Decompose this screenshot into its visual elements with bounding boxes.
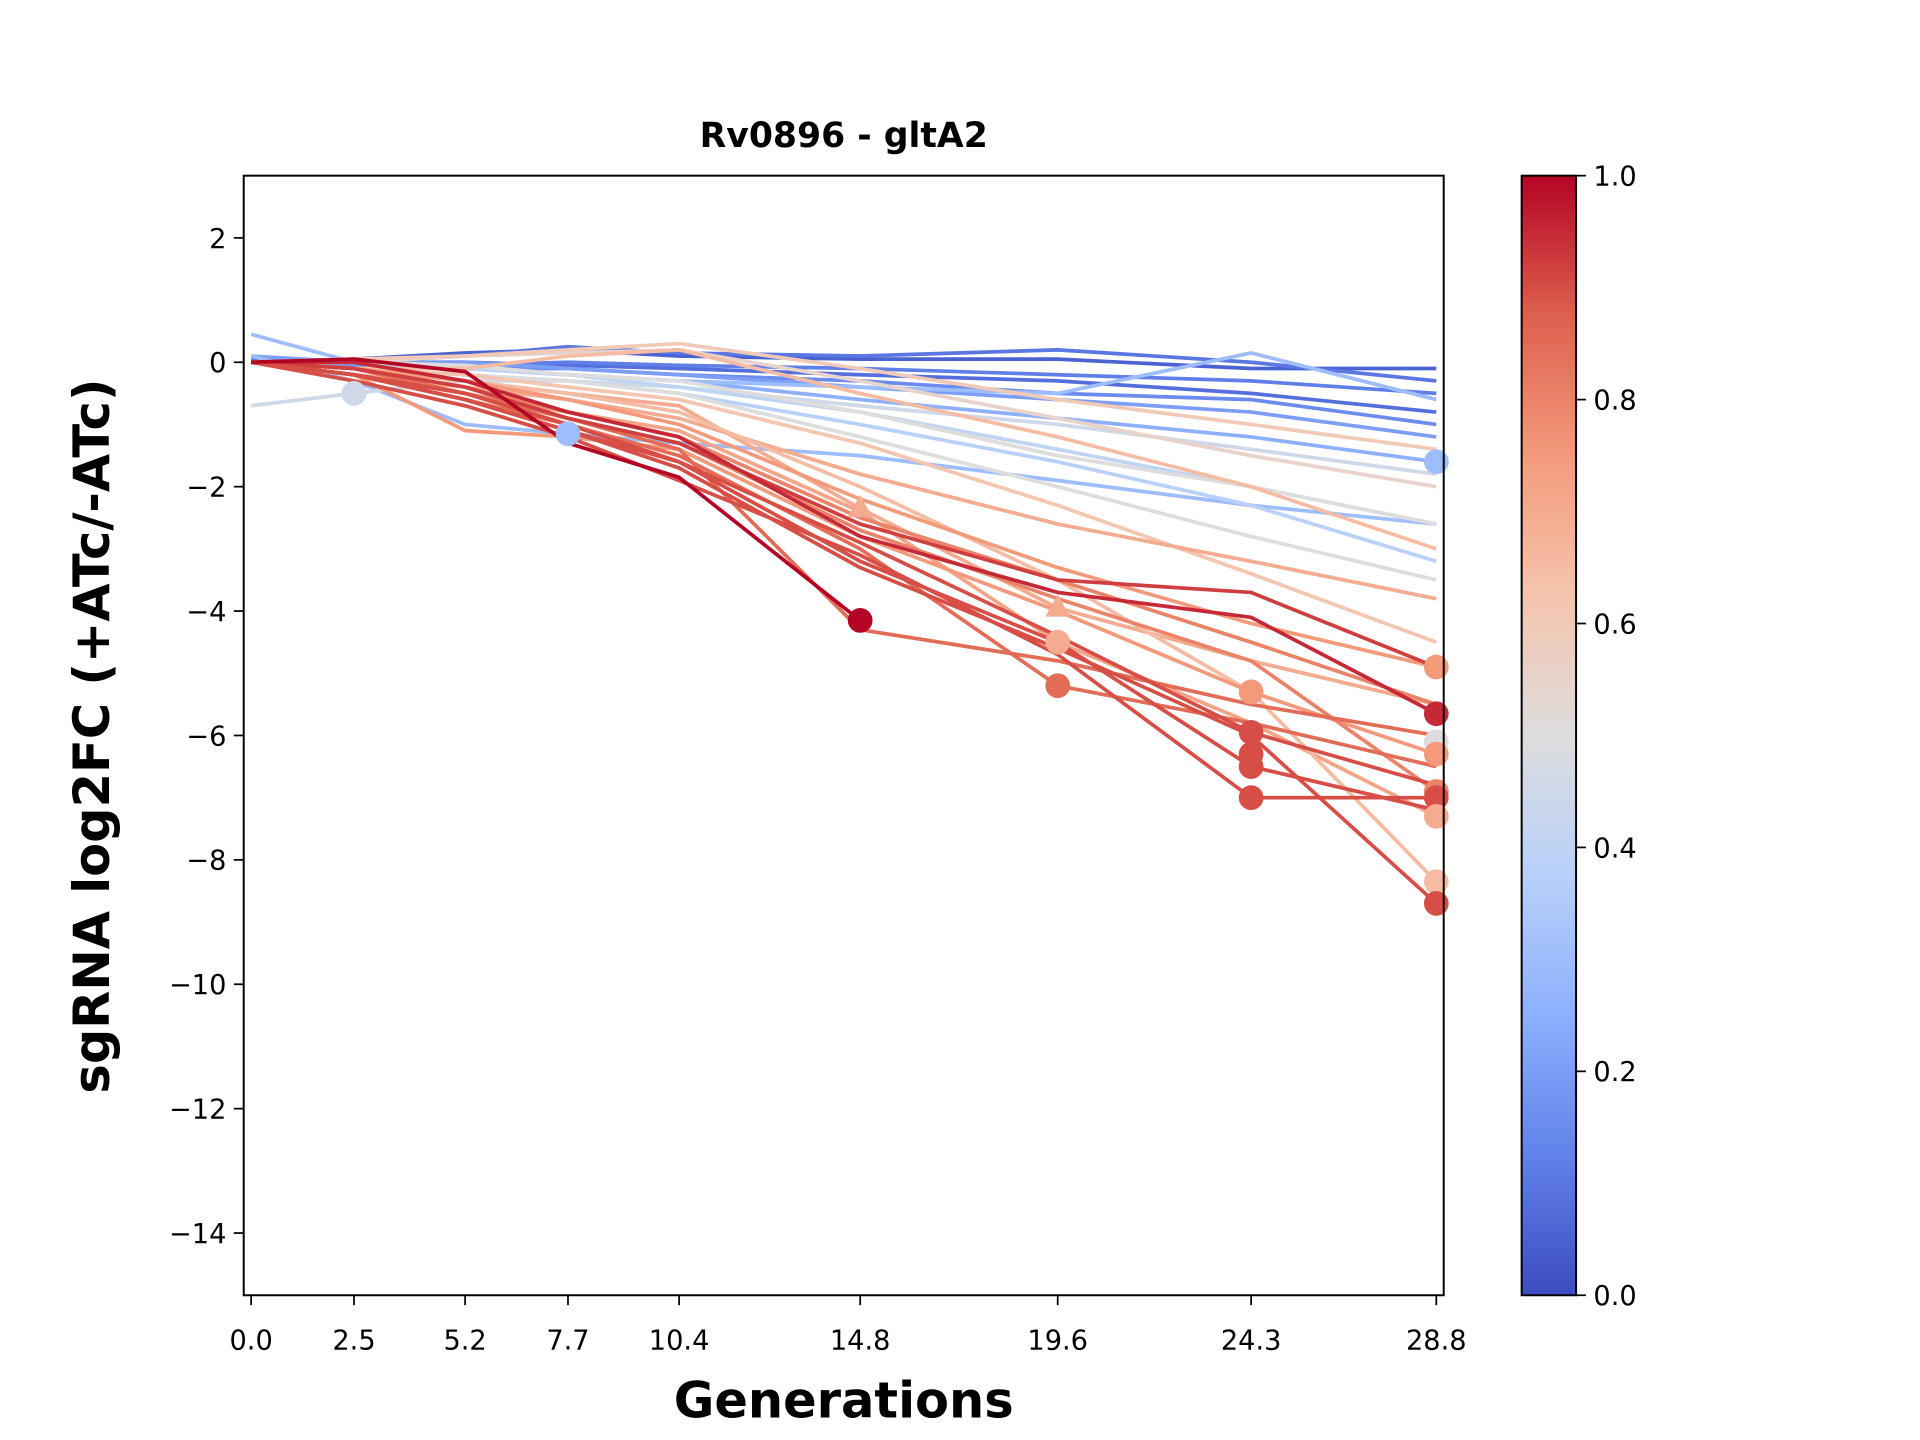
- marker-point-2: [847, 608, 873, 633]
- x-tick-label: 2.5: [332, 1326, 375, 1357]
- marker-point-21: [1423, 891, 1449, 916]
- colorbar-tick-label: 0.2: [1593, 1057, 1636, 1088]
- marker-point-19: [1423, 803, 1449, 829]
- x-tick-label: 14.8: [830, 1326, 891, 1357]
- marker-point-7: [1238, 679, 1264, 705]
- colorbar-tick-label: 0.4: [1593, 833, 1636, 864]
- y-axis: 2 0 −2 −4 −6 −8 −10 −12 −14: [169, 224, 244, 1250]
- x-axis: 0.0 2.5 5.2 7.7 10.4 14.8 19.6 24.3 28.8: [229, 1295, 1467, 1357]
- marker-point-6: [1045, 673, 1071, 699]
- marker-point-13: [1423, 654, 1449, 680]
- marker-point-5: [1045, 629, 1071, 655]
- series-line-29: [250, 360, 1437, 800]
- marker-point-18: [1423, 785, 1449, 811]
- y-tick-label: −2: [186, 473, 226, 504]
- marker-point-0: [341, 380, 367, 406]
- marker-point-12: [1423, 449, 1449, 475]
- marker-point-20: [1423, 869, 1449, 895]
- x-tick-label: 5.2: [443, 1326, 486, 1357]
- colorbar-tick-label: 1.0: [1593, 162, 1636, 193]
- x-axis-label: Generations: [674, 1372, 1014, 1430]
- y-tick-label: −4: [186, 597, 226, 628]
- colorbar-tick-label: 0.6: [1593, 609, 1636, 640]
- x-tick-label: 10.4: [649, 1326, 710, 1357]
- marker-point-1: [555, 421, 581, 447]
- y-axis-label: sgRNA log2FC (+ATc/-ATc): [63, 379, 121, 1094]
- y-tick-label: −14: [169, 1219, 226, 1250]
- series-lines: [250, 332, 1438, 905]
- marker-point-11: [1238, 785, 1264, 811]
- colorbar-tick-label: 0.0: [1593, 1281, 1636, 1312]
- y-tick-label: −12: [169, 1095, 226, 1126]
- marker-triangle-3: [847, 494, 873, 518]
- series-markers: [341, 380, 1449, 916]
- y-tick-label: 0: [209, 348, 226, 379]
- x-tick-label: 19.6: [1027, 1326, 1088, 1357]
- x-tick-label: 28.8: [1406, 1326, 1467, 1357]
- series-line-15: [251, 341, 1437, 452]
- colorbar-tick-label: 0.8: [1593, 385, 1636, 416]
- series-line-32: [251, 360, 1438, 716]
- marker-point-8: [1238, 719, 1264, 745]
- marker-point-16: [1423, 741, 1449, 767]
- series-line-28: [250, 360, 1438, 905]
- marker-point-10: [1238, 754, 1264, 779]
- colorbar-axis: 0.0 0.2 0.4 0.6 0.8 1.0: [1576, 162, 1637, 1312]
- y-tick-label: −6: [186, 721, 226, 752]
- x-tick-label: 7.7: [546, 1326, 589, 1357]
- y-tick-label: 2: [209, 224, 226, 255]
- chart-title: Rv0896 - gltA2: [700, 116, 988, 156]
- series-line-17: [251, 360, 1437, 644]
- marker-point-14: [1423, 701, 1449, 727]
- series-line-34: [251, 357, 862, 622]
- series-line-18: [250, 360, 1437, 601]
- x-tick-label: 0.0: [229, 1326, 272, 1357]
- x-tick-label: 24.3: [1221, 1326, 1282, 1357]
- series-line-23: [251, 360, 1437, 669]
- marker-triangle-4: [1045, 594, 1071, 617]
- series-line-27: [251, 360, 1437, 738]
- colorbar: [1520, 174, 1578, 1297]
- y-tick-label: −10: [169, 970, 226, 1001]
- series-line-31: [251, 360, 1437, 669]
- series-line-33: [250, 360, 1437, 812]
- y-tick-label: −8: [186, 846, 226, 877]
